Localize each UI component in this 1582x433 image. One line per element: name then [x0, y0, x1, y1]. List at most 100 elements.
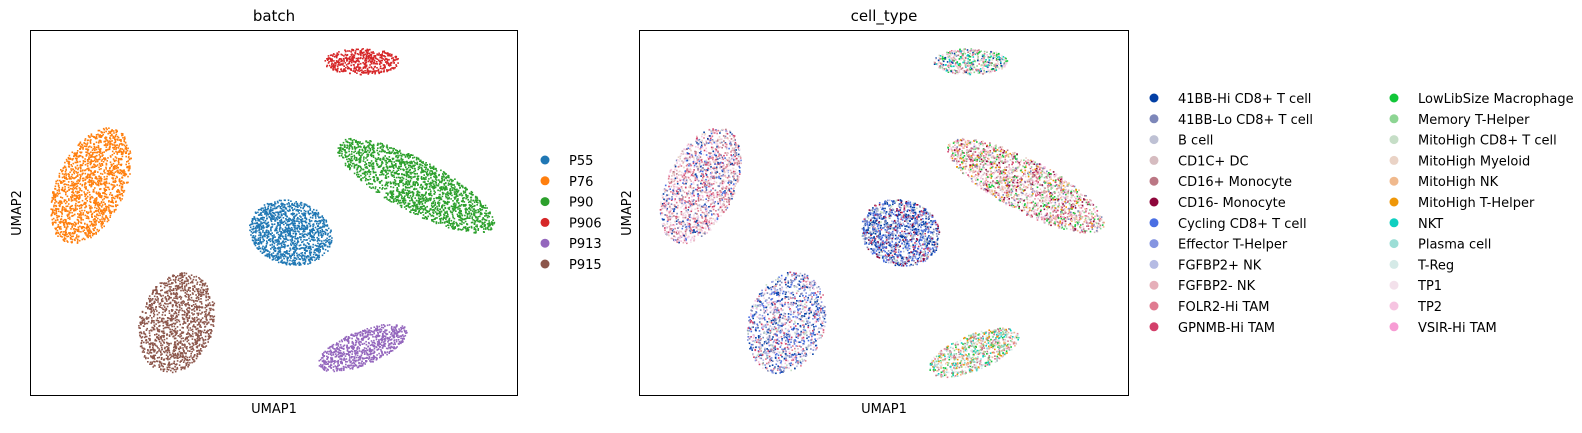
- batch-point: [74, 230, 77, 233]
- batch-point: [113, 168, 116, 170]
- batch-point: [447, 213, 449, 216]
- batch-point: [71, 191, 73, 193]
- batch-point: [398, 167, 401, 170]
- batch-point: [395, 164, 397, 167]
- batch-point: [404, 199, 407, 202]
- batch-point: [89, 200, 91, 203]
- batch-point: [317, 233, 320, 235]
- batch-point: [375, 62, 377, 65]
- batch-point: [379, 147, 382, 149]
- batch-point: [105, 166, 107, 169]
- batch-point: [92, 152, 94, 154]
- batch-point: [95, 192, 98, 194]
- batch-point: [92, 182, 94, 184]
- batch-point: [51, 218, 54, 221]
- batch-point: [73, 171, 75, 173]
- batch-point: [109, 212, 111, 214]
- batch-point: [468, 201, 470, 204]
- batch-point: [458, 216, 460, 218]
- batch-point: [117, 160, 120, 163]
- batch-point: [78, 197, 81, 199]
- batch-point: [119, 180, 121, 183]
- batch-point: [67, 210, 69, 212]
- batch-point: [453, 187, 456, 190]
- batch-point: [64, 202, 67, 205]
- batch-point: [273, 249, 276, 252]
- batch-point: [92, 160, 95, 162]
- batch-point: [122, 149, 125, 151]
- batch-point: [68, 212, 71, 214]
- batch-point: [252, 235, 255, 237]
- batch-point: [284, 206, 286, 209]
- batch-point: [69, 157, 71, 160]
- batch-point: [91, 149, 94, 152]
- batch-point: [456, 201, 458, 203]
- batch-point: [436, 217, 438, 219]
- batch-point: [312, 256, 315, 258]
- batch-point: [425, 191, 427, 193]
- batch-point: [422, 181, 425, 183]
- batch-point: [395, 172, 397, 174]
- batch-point: [471, 205, 474, 208]
- batch-point: [311, 217, 314, 219]
- batch-point: [60, 196, 62, 198]
- batch-point: [82, 177, 84, 180]
- batch-point: [258, 226, 260, 228]
- batch-point: [433, 209, 436, 212]
- batch-point: [322, 222, 324, 225]
- batch-point: [444, 207, 447, 210]
- batch-point: [353, 167, 356, 169]
- batch-point: [305, 210, 307, 213]
- batch-point: [117, 136, 120, 139]
- batch-point: [72, 189, 74, 191]
- batch-point: [433, 205, 435, 207]
- batch-point: [99, 180, 101, 182]
- batch-point: [348, 158, 350, 160]
- batch-point: [477, 201, 479, 204]
- batch-point: [449, 223, 452, 225]
- batch-point: [300, 206, 302, 209]
- batch-point: [293, 219, 296, 222]
- batch-point: [365, 177, 367, 180]
- batch-point: [425, 183, 428, 185]
- batch-point: [80, 143, 83, 146]
- batch-point: [351, 162, 354, 165]
- batch-point: [259, 247, 261, 250]
- batch-point: [379, 171, 382, 174]
- batch-point: [481, 223, 484, 225]
- batch-point: [453, 220, 455, 223]
- batch-point: [388, 147, 391, 149]
- batch-point: [406, 173, 408, 175]
- batch-point: [90, 151, 92, 153]
- batch-point: [450, 198, 452, 200]
- batch-point: [113, 144, 116, 146]
- batch-point: [453, 209, 456, 211]
- batch-point: [72, 214, 75, 217]
- batch-point: [101, 131, 103, 134]
- batch-point: [395, 199, 398, 201]
- batch-point: [285, 218, 287, 220]
- batch-point: [422, 161, 424, 163]
- batch-point: [64, 177, 66, 180]
- batch-point: [99, 150, 101, 152]
- batch-point: [65, 205, 68, 208]
- batch-point: [288, 234, 290, 236]
- batch-point: [296, 205, 298, 208]
- batch-point: [98, 177, 100, 180]
- batch-point: [265, 245, 268, 247]
- batch-point: [374, 180, 376, 183]
- batch-point: [55, 207, 58, 210]
- batch-point: [362, 62, 365, 64]
- batch-point: [267, 207, 269, 210]
- batch-point: [313, 234, 315, 236]
- batch-point: [98, 154, 101, 156]
- batch-point: [433, 187, 435, 189]
- batch-point: [488, 220, 490, 222]
- batch-point: [268, 251, 271, 253]
- batch-point: [66, 205, 69, 207]
- batch-point: [372, 171, 375, 174]
- batch-point: [355, 156, 358, 159]
- batch-point: [298, 244, 301, 247]
- batch-point: [96, 154, 98, 157]
- batch-point: [93, 181, 96, 184]
